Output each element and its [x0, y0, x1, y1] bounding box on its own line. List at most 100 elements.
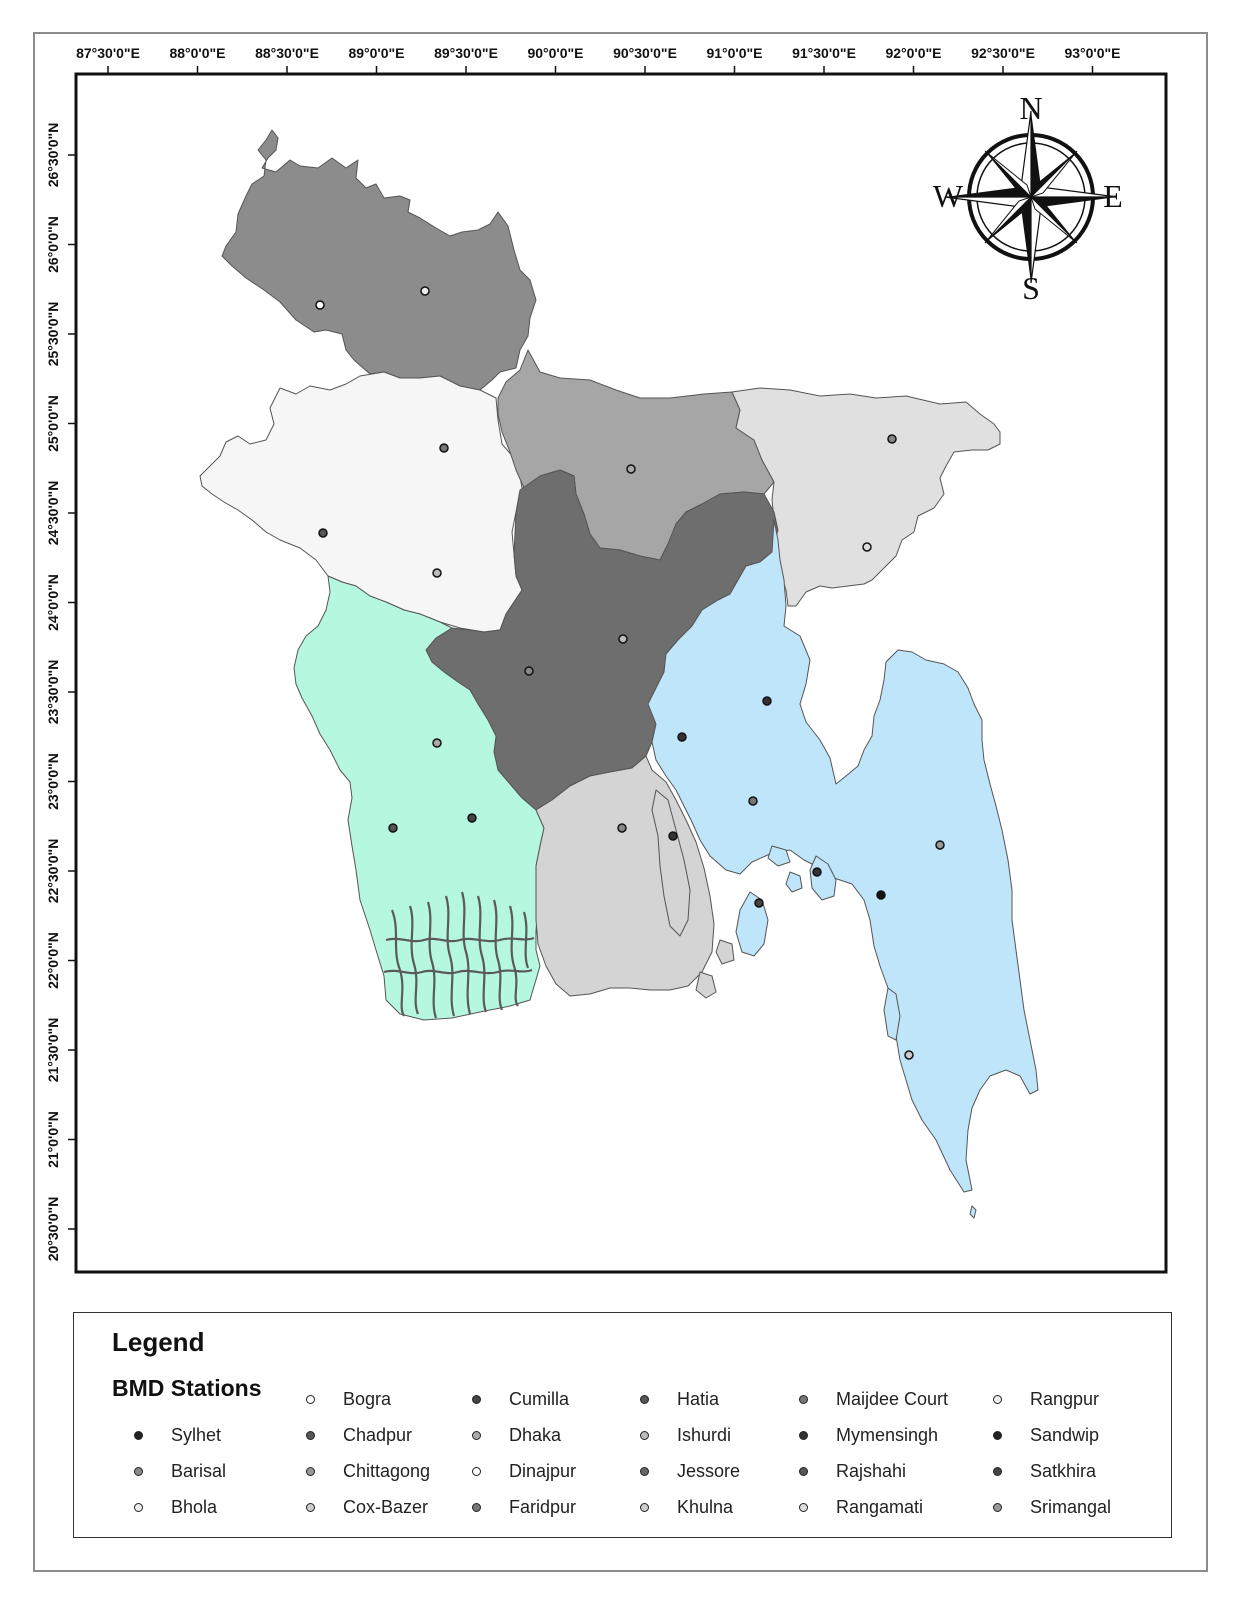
- legend-subtitle: BMD Stations: [112, 1375, 262, 1401]
- legend-marker-icon: [472, 1395, 481, 1404]
- island-barisal-1: [695, 971, 717, 999]
- longitude-tick-label: 88°30'0"E: [255, 45, 319, 61]
- station-marker-mymensingh: [626, 464, 636, 474]
- legend-label: Satkhira: [1030, 1461, 1097, 1481]
- compass-south: S: [1022, 270, 1040, 306]
- station-marker-barisal: [617, 823, 627, 833]
- legend-entry-barisal: Barisal: [134, 1461, 226, 1482]
- legend-entry-cox-bazer: Cox-Bazer: [306, 1497, 428, 1518]
- legend-label: Rangpur: [1030, 1389, 1100, 1409]
- legend-entry-dhaka: Dhaka: [472, 1425, 561, 1446]
- latitude-tick-label: 23°0'0"N: [45, 753, 61, 810]
- longitude-tick-label: 90°30'0"E: [613, 45, 677, 61]
- station-marker-hatia: [754, 898, 764, 908]
- legend-entry-maijdee-court: Maijdee Court: [799, 1389, 948, 1410]
- legend-marker-icon: [993, 1503, 1002, 1512]
- legend-marker-icon: [472, 1467, 481, 1476]
- legend-label: Ishurdi: [677, 1425, 732, 1445]
- island-sandwip: [809, 855, 837, 901]
- legend-marker-icon: [640, 1395, 649, 1404]
- legend-marker-icon: [993, 1467, 1002, 1476]
- legend-label: Jessore: [677, 1461, 741, 1481]
- longitude-tick-label: 90°0'0"E: [527, 45, 583, 61]
- longitude-tick-label: 88°0'0"E: [169, 45, 225, 61]
- legend-entry-mymensingh: Mymensingh: [799, 1425, 938, 1446]
- station-marker-srimangal: [862, 542, 872, 552]
- station-marker-bogra: [439, 443, 449, 453]
- legend-label: Rangamati: [836, 1497, 924, 1517]
- legend-entry-bogra: Bogra: [306, 1389, 391, 1410]
- legend-entry-rangamati: Rangamati: [799, 1497, 923, 1518]
- sundarbans-channels: [383, 891, 535, 1019]
- legend-marker-icon: [134, 1467, 143, 1476]
- latitude-tick-label: 26°30'0"N: [45, 123, 61, 188]
- legend-label: Sandwip: [1030, 1425, 1100, 1445]
- station-marker-rangamati: [935, 840, 945, 850]
- station-marker-dinajpur: [315, 300, 325, 310]
- legend-entry-sylhet: Sylhet: [134, 1425, 221, 1446]
- longitude-tick-label: 92°30'0"E: [971, 45, 1035, 61]
- legend-box: Legend BMD Stations Sylhet Barisal Bhola Bo…: [73, 1312, 1172, 1538]
- legend-label: Dhaka: [509, 1425, 562, 1445]
- legend-marker-icon: [134, 1503, 143, 1512]
- legend-marker-icon: [640, 1431, 649, 1440]
- legend-label: Hatia: [677, 1389, 720, 1409]
- longitude-tick-label: 89°30'0"E: [434, 45, 498, 61]
- island-maheshkhali: [883, 987, 901, 1041]
- station-marker-rajshahi: [318, 528, 328, 538]
- legend-marker-icon: [799, 1395, 808, 1404]
- legend-marker-icon: [799, 1503, 808, 1512]
- legend-label: Maijdee Court: [836, 1389, 949, 1409]
- longitude-tick-label: 89°0'0"E: [348, 45, 404, 61]
- island-st-martin: [969, 1205, 977, 1219]
- latitude-tick-label: 21°30'0"N: [45, 1018, 61, 1083]
- station-marker-khulna: [467, 813, 477, 823]
- legend-label: Rajshahi: [836, 1461, 907, 1481]
- legend-entry-chadpur: Chadpur: [306, 1425, 412, 1446]
- island-bhola: [651, 789, 691, 937]
- legend-label: Cox-Bazer: [343, 1497, 429, 1517]
- longitude-tick-label: 91°30'0"E: [792, 45, 856, 61]
- island-small-2: [767, 845, 791, 867]
- compass-north: N: [1019, 90, 1042, 126]
- legend-entry-faridpur: Faridpur: [472, 1497, 576, 1518]
- station-marker-cumilla: [762, 696, 772, 706]
- legend-entry-jessore: Jessore: [640, 1461, 740, 1482]
- legend-label: Barisal: [171, 1461, 227, 1481]
- legend-entry-cumilla: Cumilla: [472, 1389, 569, 1410]
- legend-entry-ishurdi: Ishurdi: [640, 1425, 731, 1446]
- station-marker-sylhet: [887, 434, 897, 444]
- island-hatia: [735, 891, 769, 957]
- station-marker-rangpur: [420, 286, 430, 296]
- legend-marker-icon: [134, 1431, 143, 1440]
- legend-label: Dinajpur: [509, 1461, 577, 1481]
- legend-marker-icon: [306, 1431, 315, 1440]
- longitude-tick-label: 91°0'0"E: [706, 45, 762, 61]
- compass-east: E: [1103, 178, 1123, 214]
- legend-entry-rajshahi: Rajshahi: [799, 1461, 906, 1482]
- latitude-tick-label: 21°0'0"N: [45, 1111, 61, 1168]
- legend-title: Legend: [112, 1327, 205, 1357]
- legend-marker-icon: [306, 1395, 315, 1404]
- longitude-tick-label: 87°30'0"E: [76, 45, 140, 61]
- legend-label: Khulna: [677, 1497, 734, 1517]
- station-marker-satkhira: [388, 823, 398, 833]
- legend-entry-hatia: Hatia: [640, 1389, 719, 1410]
- legend-entry-rangpur: Rangpur: [993, 1389, 1099, 1410]
- legend-entry-srimangal: Srimangal: [993, 1497, 1111, 1518]
- division-polygons: [199, 129, 1039, 1219]
- legend-marker-icon: [640, 1467, 649, 1476]
- legend-marker-icon: [472, 1503, 481, 1512]
- latitude-tick-label: 26°0'0"N: [45, 216, 61, 273]
- legend-label: Bhola: [171, 1497, 218, 1517]
- region-rajshahi: [199, 371, 525, 633]
- legend-label: Mymensingh: [836, 1425, 939, 1445]
- legend-label: Srimangal: [1030, 1497, 1112, 1517]
- legend-marker-icon: [306, 1503, 315, 1512]
- legend-entry-bhola: Bhola: [134, 1497, 217, 1518]
- legend-label: Sylhet: [171, 1425, 222, 1445]
- island-barisal-2: [715, 939, 735, 965]
- latitude-tick-label: 25°30'0"N: [45, 302, 61, 367]
- station-marker-bhola: [668, 831, 678, 841]
